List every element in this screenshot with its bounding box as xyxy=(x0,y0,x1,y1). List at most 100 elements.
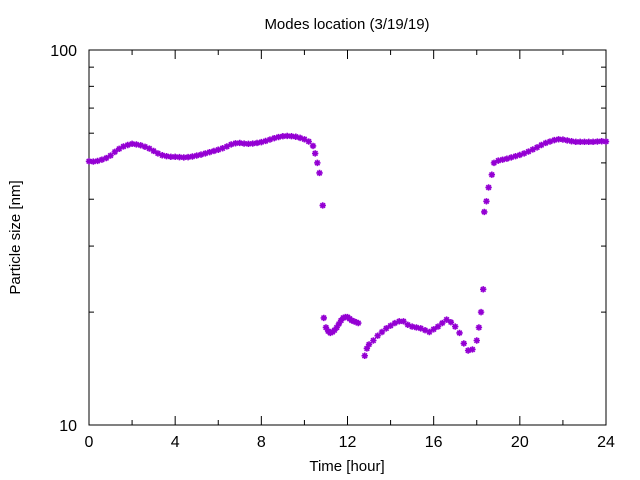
data-point xyxy=(171,153,179,161)
data-point xyxy=(383,325,390,332)
data-point xyxy=(499,156,506,163)
data-point xyxy=(245,140,252,148)
data-point xyxy=(533,144,541,151)
data-point xyxy=(311,150,319,157)
x-tick-label: 0 xyxy=(85,434,94,451)
data-point xyxy=(352,318,360,326)
data-point xyxy=(365,341,373,348)
data-point xyxy=(253,139,261,147)
data-point xyxy=(339,314,347,322)
data-point xyxy=(542,139,549,147)
data-point xyxy=(520,150,528,157)
data-point xyxy=(495,157,502,164)
data-point xyxy=(215,146,222,153)
x-tick-label: 8 xyxy=(257,434,266,451)
data-point xyxy=(525,148,532,155)
data-point xyxy=(316,169,323,177)
data-point xyxy=(477,308,485,316)
data-point xyxy=(232,140,239,147)
data-point xyxy=(176,153,183,161)
data-point xyxy=(249,140,256,147)
data-point xyxy=(128,140,136,148)
data-point xyxy=(337,317,345,324)
data-point xyxy=(111,148,119,156)
data-point xyxy=(564,137,571,144)
data-point xyxy=(167,153,175,161)
data-point xyxy=(490,159,498,167)
data-point xyxy=(361,352,368,359)
data-point xyxy=(223,143,231,150)
data-point xyxy=(480,286,487,293)
x-tick-label: 20 xyxy=(511,434,529,451)
data-point xyxy=(503,155,511,162)
data-point xyxy=(529,146,536,153)
data-point xyxy=(107,152,114,159)
data-point xyxy=(331,326,338,334)
data-point xyxy=(98,156,106,163)
data-point xyxy=(146,145,153,152)
data-point xyxy=(555,136,562,143)
data-point xyxy=(197,151,205,158)
y-tick-label: 100 xyxy=(50,43,77,60)
data-point xyxy=(546,138,554,145)
data-point xyxy=(483,198,490,205)
data-point xyxy=(314,159,321,167)
data-point xyxy=(322,324,330,331)
data-point xyxy=(279,133,287,140)
data-point xyxy=(350,318,358,325)
data-point xyxy=(288,133,295,140)
data-point xyxy=(309,142,317,150)
data-point xyxy=(430,326,437,333)
data-point xyxy=(408,323,416,330)
data-point xyxy=(90,158,97,165)
data-point xyxy=(189,153,196,160)
data-point xyxy=(508,154,515,161)
data-point xyxy=(551,136,558,144)
data-point xyxy=(301,136,308,143)
data-point xyxy=(475,324,483,331)
data-point xyxy=(296,134,304,142)
data-point xyxy=(184,153,192,161)
data-point xyxy=(426,328,433,336)
data-point xyxy=(266,136,274,143)
data-point xyxy=(378,328,386,336)
data-point xyxy=(460,340,468,347)
data-point xyxy=(598,138,605,145)
data-point xyxy=(585,138,592,146)
data-point xyxy=(413,324,420,331)
data-point xyxy=(320,314,328,322)
data-point xyxy=(163,152,170,160)
data-point xyxy=(141,143,149,150)
data-point xyxy=(488,171,496,178)
data-point xyxy=(559,136,567,143)
data-point xyxy=(120,143,127,150)
x-axis-label: Time [hour] xyxy=(309,458,384,475)
data-point xyxy=(180,154,187,161)
x-tick-label: 4 xyxy=(171,434,180,451)
data-point xyxy=(400,318,407,325)
data-point xyxy=(589,138,597,146)
data-point xyxy=(150,147,157,155)
data-point xyxy=(417,325,424,332)
data-point xyxy=(485,184,492,191)
data-point xyxy=(348,317,356,324)
data-point xyxy=(335,320,343,328)
data-point xyxy=(538,141,545,149)
data-point xyxy=(115,145,123,153)
data-point xyxy=(464,347,472,354)
data-point xyxy=(85,158,93,165)
chart-title: Modes location (3/19/19) xyxy=(264,16,429,33)
data-point xyxy=(512,152,519,160)
data-point xyxy=(124,141,131,149)
data-point xyxy=(206,148,213,156)
data-point xyxy=(159,152,166,159)
x-tick-label: 12 xyxy=(339,434,357,451)
data-point xyxy=(452,323,459,330)
x-tick-label: 16 xyxy=(425,434,443,451)
data-point xyxy=(236,139,243,147)
data-point xyxy=(374,332,381,339)
data-point xyxy=(227,141,235,148)
data-point xyxy=(271,134,278,142)
